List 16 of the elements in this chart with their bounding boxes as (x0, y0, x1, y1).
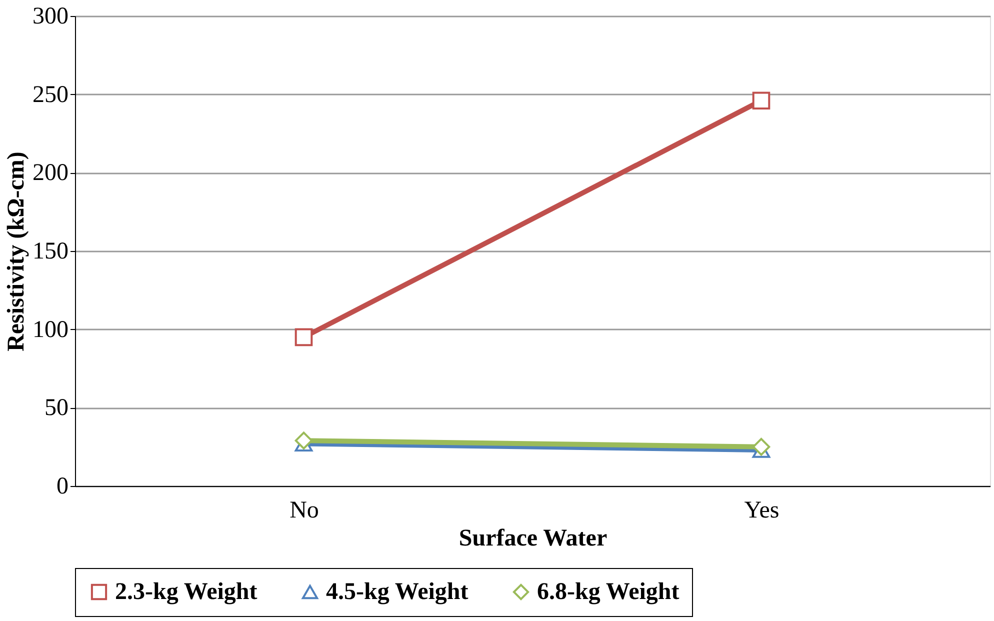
point (294, 328, 313, 346)
x-axis-title: Surface Water (458, 526, 608, 552)
y-tick-label: 0 (56, 474, 68, 500)
x-tick-label: No (290, 498, 319, 524)
y-tick-label: 50 (44, 395, 68, 422)
legend-label: 4.5-kg Weight (326, 579, 468, 605)
y-tick-label: 250 (32, 82, 68, 108)
y-axis-title: Resistivity (kΩ-cm) (4, 152, 30, 352)
y-tick-label: 200 (32, 160, 68, 186)
y-tick-label: 150 (32, 238, 68, 264)
y-tick-label: 100 (32, 316, 68, 343)
y-tick-label: 300 (32, 4, 68, 30)
point (752, 92, 770, 110)
x-tick-label: Yes (744, 498, 780, 524)
legend-label: 2.3-kg Weight (115, 579, 258, 605)
legend-label: 6.8-kg Weight (537, 579, 680, 605)
